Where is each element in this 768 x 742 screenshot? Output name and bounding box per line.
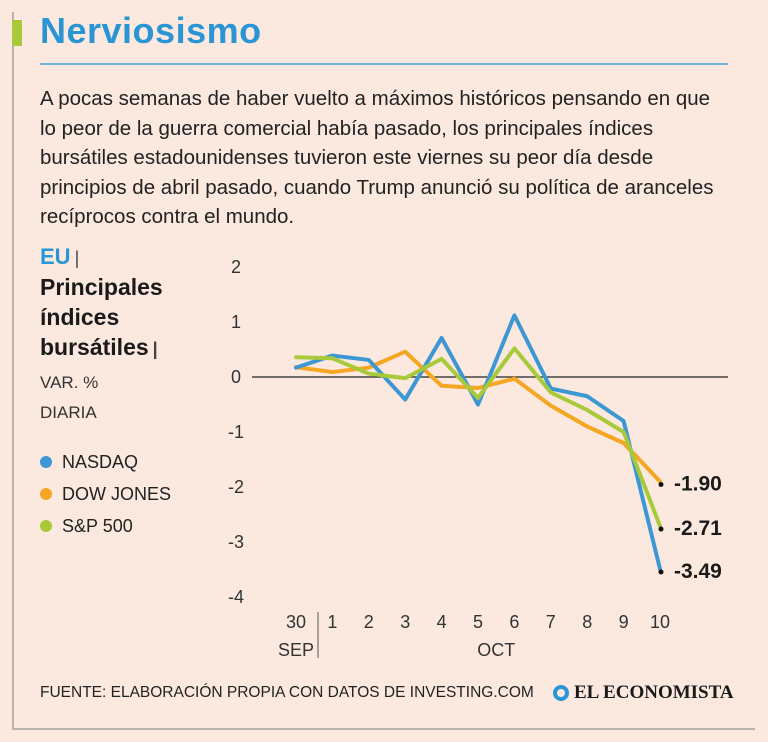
- x-tick-label: 2: [364, 612, 374, 632]
- end-value-label: -1.90: [674, 473, 722, 496]
- end-point-nasdaq: [658, 569, 664, 575]
- legend-dot-sp500: [40, 520, 52, 532]
- x-tick-label: 8: [582, 612, 592, 632]
- legend-item-dow: DOW JONES: [40, 478, 171, 510]
- month-label: SEP: [278, 640, 314, 660]
- x-tick-label: 1: [327, 612, 337, 632]
- brand: EL ECONOMISTA: [553, 682, 734, 704]
- unit-line: DIARIA: [40, 403, 97, 422]
- x-tick-label: 6: [509, 612, 519, 632]
- y-tick-label: 0: [231, 367, 241, 387]
- chart-side-label: EU | Principales índices bursátiles | VAR.…: [40, 244, 210, 428]
- y-tick-label: -1: [228, 422, 244, 442]
- title-marker: [12, 20, 22, 46]
- legend-label: S&P 500: [62, 515, 133, 536]
- legend-item-sp500: S&P 500: [40, 510, 171, 542]
- end-point-dow: [658, 482, 664, 487]
- unit-line: VAR. %: [40, 373, 99, 392]
- chart-heading: Principales índices bursátiles |: [40, 272, 210, 364]
- x-tick-label: 10: [650, 612, 670, 632]
- page-title: Nerviosismo: [40, 10, 262, 51]
- heading-line: índices: [40, 304, 120, 330]
- legend-dot-dow: [40, 488, 52, 500]
- end-point-sp500: [658, 526, 664, 532]
- x-tick-label: 30: [286, 612, 306, 632]
- brand-logo-icon: [553, 685, 569, 701]
- month-label: OCT: [477, 640, 515, 660]
- end-value-label: -3.49: [674, 560, 722, 583]
- legend-item-nasdaq: NASDAQ: [40, 446, 171, 478]
- x-tick-label: 9: [619, 612, 629, 632]
- series-line-dow: [294, 349, 662, 484]
- intro-text: A pocas semanas de haber vuelto a máximo…: [40, 87, 714, 228]
- title-rule: [40, 63, 728, 65]
- y-tick-label: 2: [231, 257, 241, 277]
- x-tick-label: 5: [473, 612, 483, 632]
- y-tick-label: -4: [228, 587, 244, 607]
- series-line-sp500: [294, 346, 662, 529]
- end-value-label: -2.71: [674, 517, 722, 540]
- legend-label: NASDAQ: [62, 451, 139, 472]
- y-tick-label: 1: [231, 312, 241, 332]
- series-line-nasdaq: [294, 313, 662, 571]
- chart-legend: NASDAQ DOW JONES S&P 500: [40, 446, 171, 542]
- y-tick-label: -3: [228, 532, 244, 552]
- heading-line: bursátiles: [40, 334, 149, 360]
- legend-label: DOW JONES: [62, 483, 172, 504]
- unit-label: VAR. % DIARIA: [40, 368, 210, 428]
- source-note: FUENTE: ELABORACIÓN PROPIA CON DATOS DE …: [40, 684, 534, 701]
- x-tick-label: 7: [546, 612, 556, 632]
- legend-dot-nasdaq: [40, 456, 52, 468]
- y-tick-label: -2: [228, 477, 244, 497]
- heading-line: Principales: [40, 274, 163, 300]
- infographic-frame: [12, 12, 755, 730]
- country-label: EU: [40, 244, 71, 269]
- separator: |: [74, 248, 80, 268]
- separator: |: [152, 339, 158, 359]
- brand-name: EL ECONOMISTA: [574, 682, 734, 703]
- x-tick-label: 3: [400, 612, 410, 632]
- x-tick-label: 4: [437, 612, 447, 632]
